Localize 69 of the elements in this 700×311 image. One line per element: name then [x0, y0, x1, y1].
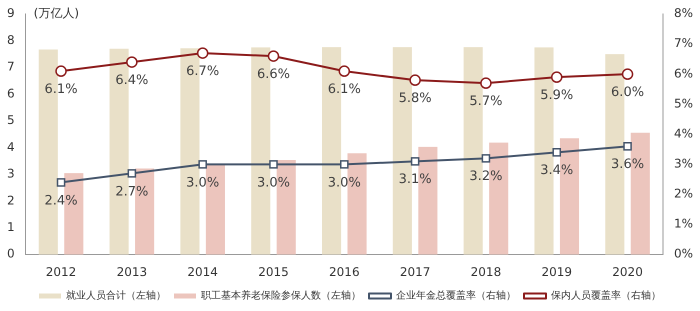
legend-label: 职工基本养老保险参保人数（左轴） [201, 290, 361, 302]
y-tick-label: 3 [6, 166, 15, 181]
y2-tick-label: 1% [674, 216, 694, 231]
y-tick-label: 8 [6, 32, 15, 47]
x-tick-label: 2012 [46, 264, 76, 279]
data-label: 3.0% [328, 175, 361, 190]
data-label: 2.4% [44, 193, 78, 208]
data-label: 3.2% [469, 169, 502, 184]
y2-tick-label: 2% [674, 186, 694, 201]
y2-tick-label: 3% [674, 156, 694, 170]
data-label: 3.6% [611, 157, 644, 172]
y-tick-label: 0 [6, 246, 15, 261]
legend-label: 保内人员覆盖率（右轴） [551, 290, 661, 302]
data-label: 2.7% [115, 184, 148, 200]
point [550, 71, 562, 83]
x-tick-label: 2015 [258, 264, 289, 279]
y-tick-label: 9 [6, 6, 15, 20]
y2-tick-label: 7% [674, 36, 694, 50]
y2-tick-label: 5% [674, 96, 694, 110]
y-axis-title: (万亿人) [34, 6, 80, 20]
data-label: 3.0% [256, 175, 290, 190]
data-label: 5.7% [469, 94, 502, 110]
point [55, 65, 67, 77]
y2-tick-label: 0% [674, 246, 694, 261]
x-tick-label: 2020 [612, 264, 643, 279]
data-label: 6.6% [256, 66, 290, 82]
x-tick-label: 2017 [400, 264, 430, 279]
point [268, 50, 280, 62]
point [128, 169, 136, 178]
point [480, 77, 492, 89]
x-tick-label: 2018 [470, 264, 502, 279]
x-tick-label: 2016 [329, 264, 360, 279]
point [482, 154, 490, 163]
y-tick-label: 4 [6, 140, 15, 154]
data-label: 6.7% [186, 64, 220, 79]
x-tick-label: 2014 [187, 264, 218, 279]
point [552, 148, 562, 157]
point [338, 65, 350, 77]
y-tick-label: 5 [6, 113, 15, 128]
data-label: 6.1% [328, 82, 361, 98]
x-tick-label: 2013 [116, 264, 148, 279]
data-label: 6.4% [115, 72, 148, 88]
legend-label: 企业年金总覆盖率（右轴） [396, 290, 516, 302]
point [56, 178, 66, 187]
point [623, 142, 632, 151]
point [410, 157, 420, 166]
point [196, 47, 208, 59]
data-label: 5.8% [398, 91, 432, 106]
y2-tick-label: 8% [674, 6, 694, 20]
data-label: 6.0% [611, 85, 644, 100]
point [198, 160, 207, 169]
point [269, 160, 278, 169]
data-label: 3.4% [540, 163, 574, 178]
legend-label: 就业人员合计（左轴） [66, 290, 166, 302]
data-label: 6.1% [44, 82, 78, 98]
point [340, 160, 349, 169]
y2-tick-label: 6% [674, 66, 694, 80]
data-label: 3.1% [398, 172, 432, 188]
y-tick-label: 1 [6, 220, 15, 234]
data-label: 5.9% [540, 88, 574, 104]
y-tick-label: 6 [6, 86, 15, 100]
y2-tick-label: 4% [674, 126, 694, 140]
x-tick-label: 2019 [541, 264, 572, 279]
point [409, 74, 421, 86]
data-label: 3.0% [186, 175, 220, 190]
point [126, 56, 138, 68]
y-tick-label: 2 [6, 193, 15, 208]
y-tick-label: 7 [6, 60, 15, 74]
point [622, 68, 634, 80]
